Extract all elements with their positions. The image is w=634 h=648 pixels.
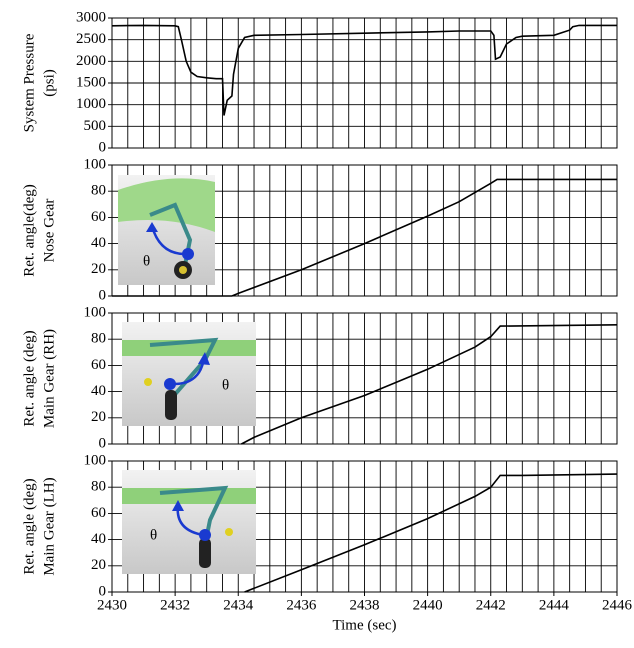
- y-tick-label: 20: [91, 261, 106, 277]
- y-tick-label: 0: [99, 287, 107, 303]
- plot-frame: [111, 164, 618, 297]
- main-gear-rh-inset: θ: [122, 322, 256, 426]
- data-line: [244, 473, 618, 593]
- x-tick-label: 2444: [539, 597, 570, 613]
- main-gear-lh-inset: θ: [122, 470, 256, 574]
- data-line: [112, 178, 617, 297]
- y-tick-label: 100: [84, 304, 107, 320]
- x-tick-label: 2440: [413, 597, 443, 613]
- y-axis-label: Ret. angle(deg): [21, 184, 37, 276]
- y-tick-label: 100: [84, 156, 107, 172]
- y-tick-label: 80: [91, 331, 106, 347]
- data-line: [241, 324, 618, 445]
- y-tick-label: 0: [99, 435, 107, 451]
- x-tick-label: 2436: [286, 597, 317, 613]
- y-tick-label: 3000: [76, 9, 106, 25]
- y-tick-label: 0: [99, 139, 107, 155]
- y-tick-label: 500: [84, 118, 107, 134]
- y-tick-label: 20: [91, 557, 106, 573]
- y-axis-label: Ret. angle (deg): [21, 478, 37, 574]
- x-tick-label: 2446: [602, 597, 633, 613]
- y-axis-label: (psi): [41, 69, 57, 97]
- y-tick-label: 40: [91, 383, 106, 399]
- angle-label: θ: [150, 527, 157, 543]
- x-tick-label: 2442: [476, 597, 506, 613]
- nose-gear-inset: θ: [118, 175, 215, 285]
- x-tick-label: 2430: [97, 597, 127, 613]
- y-axis-label: Nose Gear: [41, 199, 57, 263]
- x-tick-label: 2434: [223, 597, 254, 613]
- y-axis-label: Main Gear (RH): [41, 329, 57, 428]
- y-tick-label: 40: [91, 531, 106, 547]
- data-line: [111, 24, 617, 116]
- x-axis-label: Time (sec): [332, 617, 396, 633]
- y-tick-label: 60: [91, 209, 106, 225]
- y-tick-label: 20: [91, 409, 106, 425]
- y-tick-label: 60: [91, 505, 106, 521]
- y-tick-label: 0: [99, 583, 107, 599]
- y-tick-label: 80: [91, 479, 106, 495]
- angle-label: θ: [143, 253, 150, 269]
- y-tick-label: 40: [91, 235, 106, 251]
- plot-frame: [111, 312, 618, 445]
- plot-frame: [111, 17, 618, 149]
- y-tick-label: 1500: [76, 74, 106, 90]
- angle-label: θ: [222, 377, 229, 393]
- y-tick-label: 60: [91, 357, 106, 373]
- insets: θ θ θ: [118, 175, 256, 574]
- y-axis-label: System Pressure: [21, 33, 37, 132]
- x-tick-label: 2432: [160, 597, 190, 613]
- y-tick-label: 1000: [76, 96, 106, 112]
- y-tick-label: 80: [91, 183, 106, 199]
- x-tick-label: 2438: [350, 597, 380, 613]
- y-axis-label: Ret. angle (deg): [21, 330, 37, 426]
- y-tick-label: 2500: [76, 31, 106, 47]
- y-tick-label: 100: [84, 452, 107, 468]
- y-tick-label: 2000: [76, 53, 106, 69]
- y-axis-label: Main Gear (LH): [41, 477, 57, 575]
